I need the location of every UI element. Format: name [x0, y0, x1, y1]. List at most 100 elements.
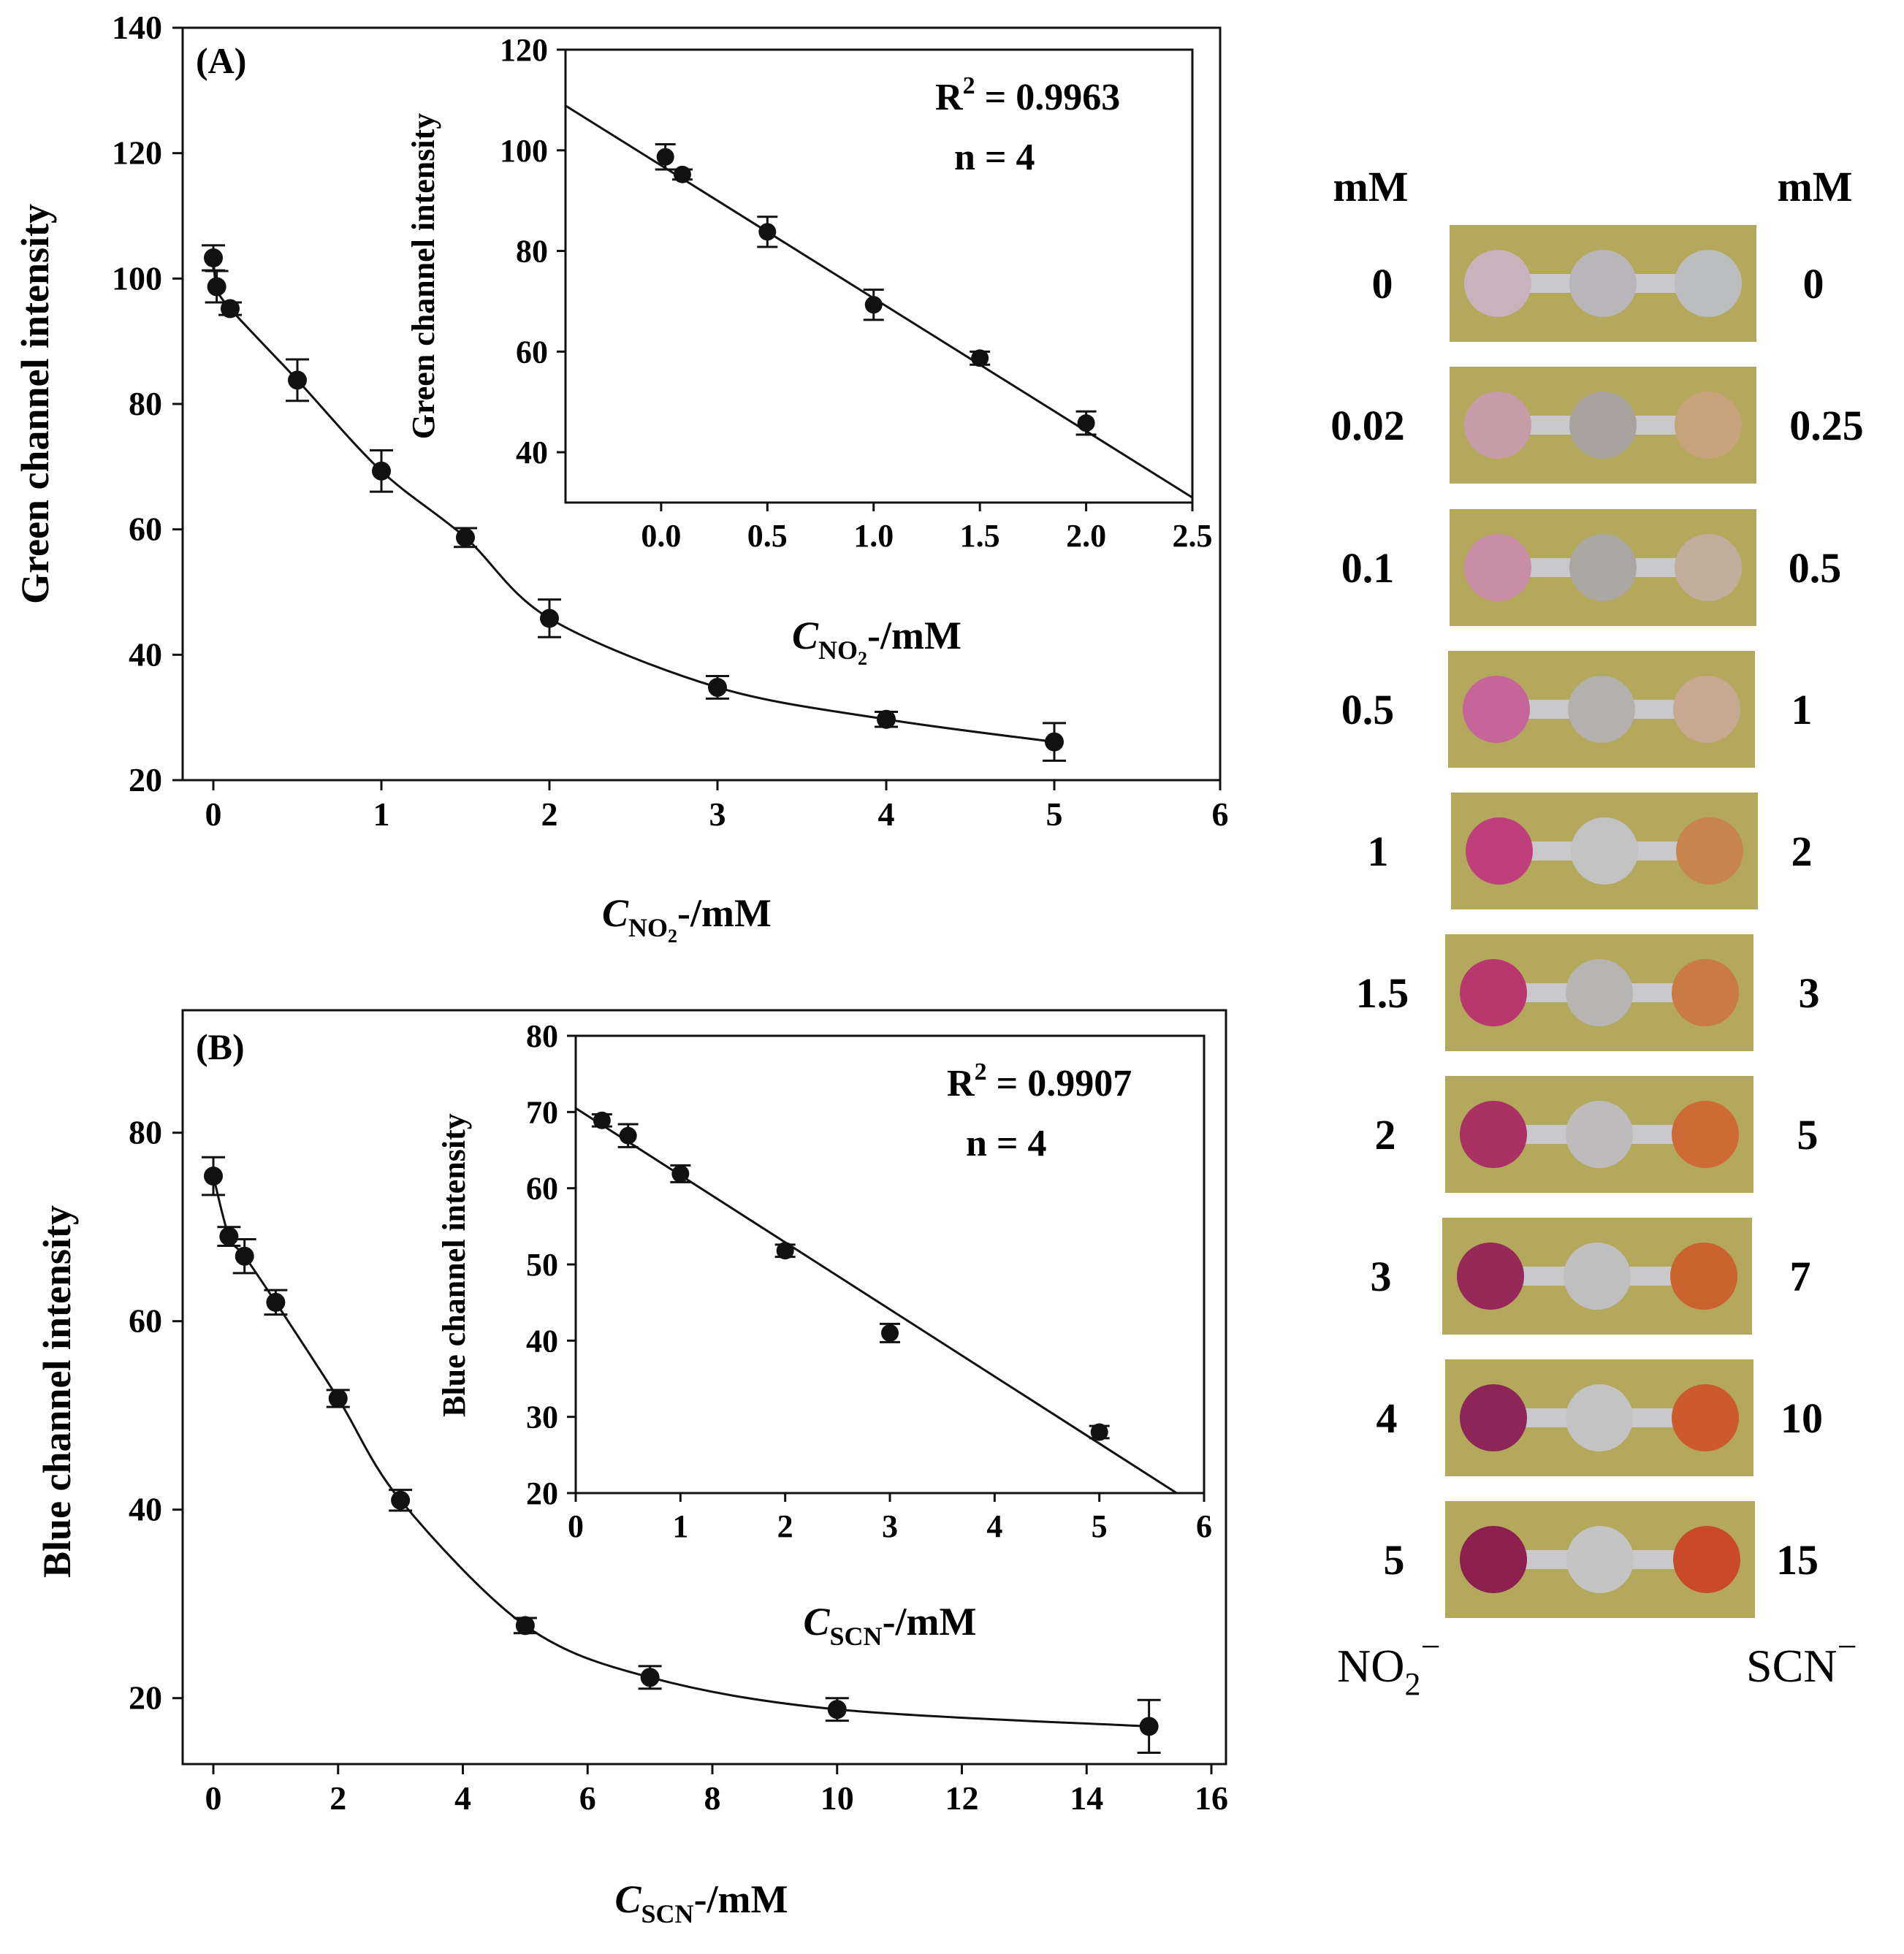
chart-a-inset-r2: R2 = 0.9963: [935, 72, 1120, 118]
strip-no2-concentration: 0.02: [1330, 402, 1405, 449]
strip-row: 4 10: [1376, 1359, 1823, 1476]
chart-b-main-xtick-label: 0: [205, 1779, 222, 1817]
strip-panel: mM mM 0 00.02 0.250.1 0.50.5 11 21.5 32 53 74 105…: [1330, 163, 1864, 1702]
chart-b-main-data-point: [266, 1292, 286, 1312]
chart-b-inset-xtick-label: 5: [1092, 1508, 1108, 1544]
strip-no2-detection-spot: [1457, 1243, 1524, 1310]
strip-scn-detection-spot: [1675, 392, 1742, 459]
chart-a-main: 20 40 60 80 100 120 140 0 1 2 3 4 5 6 (A) Green chan…: [13, 9, 1229, 947]
strip-left-ion-sup: −: [1420, 1627, 1440, 1666]
chart-b-main-xtick-label: 16: [1195, 1779, 1228, 1817]
chart-b-inset-ytick-label: 60: [526, 1171, 558, 1207]
chart-b-inset-xticks: 0 1 2 3 4 5 6: [568, 1493, 1212, 1544]
strip-no2-detection-spot: [1466, 817, 1533, 885]
chart-b-inset-n: n = 4: [966, 1123, 1047, 1164]
chart-b-main-data-point: [328, 1389, 348, 1408]
strip-left-unit: mM: [1333, 163, 1408, 210]
chart-b-inset-r2-sup: 2: [975, 1058, 987, 1085]
chart-a-main-data-point: [221, 299, 240, 318]
strip-left-ion-sub: 2: [1404, 1666, 1420, 1702]
chart-b-main-ytick-label: 20: [129, 1679, 162, 1717]
chart-a-inset-ytick-label: 40: [516, 435, 548, 470]
chart-a-main-data-point: [207, 277, 226, 297]
chart-a-main-ytick-label: 120: [112, 134, 162, 172]
chart-a-xlabel-suffix: -/mM: [677, 891, 772, 935]
strip-center-spot: [1566, 1101, 1633, 1168]
chart-b-xlabel-c: C: [615, 1877, 642, 1921]
chart-a-main-xtick-label: 5: [1046, 795, 1063, 833]
chart-a-inset-n: n = 4: [954, 137, 1035, 178]
chart-a-main-xtick-label: 0: [205, 795, 222, 833]
strip-right-unit: mM: [1777, 163, 1852, 210]
chart-b-inset-data-point: [671, 1164, 690, 1183]
chart-a-inset-xtick-label: 0.5: [747, 518, 788, 554]
strip-scn-detection-spot: [1672, 1384, 1739, 1451]
chart-b-ylabel: Blue channel intensity: [35, 1205, 79, 1578]
strip-scn-concentration: 3: [1799, 969, 1820, 1017]
chart-a-main-xtick-label: 3: [709, 795, 726, 833]
chart-a-main-points: [202, 244, 1066, 762]
chart-b-inset-xlabel-sub: SCN: [830, 1622, 883, 1651]
strip-no2-detection-spot: [1464, 534, 1531, 601]
chart-a-inset-data-point: [673, 165, 691, 183]
strip-row: 0.1 0.5: [1341, 509, 1842, 626]
chart-b-inset-xlabel-c: C: [804, 1600, 831, 1644]
chart-a-main-ytick-label: 40: [129, 636, 162, 673]
chart-b-inset-xtick-label: 0: [568, 1508, 584, 1544]
strip-no2-concentration: 1: [1368, 828, 1389, 875]
chart-a-main-xtick-label: 1: [373, 795, 390, 833]
strip-no2-concentration: 0.1: [1341, 544, 1395, 592]
strip-scn-concentration: 2: [1791, 828, 1813, 875]
chart-a-inset-data-point: [758, 223, 777, 241]
chart-a-inset-ytick-label: 80: [516, 234, 548, 270]
chart-a-inset-r2-value: = 0.9963: [975, 77, 1121, 118]
chart-b-main-data-point: [515, 1616, 535, 1636]
chart-a-inset-data-point: [656, 148, 674, 166]
chart-b-inset-data-point: [593, 1111, 611, 1129]
strip-list: 0 00.02 0.250.1 0.50.5 11 21.5 32 53 74 105 15: [1330, 225, 1864, 1618]
chart-b-main-data-point: [235, 1246, 254, 1266]
chart-b-main-data-point: [219, 1226, 239, 1246]
strip-no2-detection-spot: [1464, 250, 1531, 317]
chart-b-inset-ytick-label: 40: [526, 1323, 558, 1359]
chart-b-main-points: [202, 1156, 1161, 1755]
chart-b-xlabel-suffix: -/mM: [694, 1877, 788, 1921]
chart-b-inset-yticks: 20 30 40 50 60 70 80: [526, 1018, 576, 1511]
strip-scn-concentration: 0.5: [1789, 544, 1842, 592]
strip-center-spot: [1571, 817, 1638, 885]
chart-b-main-xtick-label: 14: [1070, 1779, 1103, 1817]
chart-b-inset-r2: R2 = 0.9907: [947, 1058, 1132, 1104]
chart-b-main-xtick-label: 12: [945, 1779, 979, 1817]
chart-b-inset-xtick-label: 4: [986, 1508, 1002, 1544]
chart-a-xlabel: CNO2-/mM: [602, 891, 772, 947]
chart-a-inset-points: [655, 143, 1097, 436]
chart-a-inset-xlabel-c: C: [792, 614, 819, 657]
strip-center-spot: [1566, 1526, 1634, 1593]
strip-scn-detection-spot: [1676, 817, 1743, 885]
strip-scn-concentration: 15: [1776, 1536, 1819, 1584]
chart-a-inset-xticks: 0.0 0.5 1.0 1.5 2.0 2.5: [641, 503, 1213, 554]
chart-b-inset-xtick-label: 3: [882, 1508, 898, 1544]
strip-row: 5 15: [1384, 1501, 1819, 1618]
chart-b-main-xtick-label: 4: [454, 1779, 471, 1817]
chart-a-inset-ytick-label: 120: [500, 32, 548, 68]
strip-no2-detection-spot: [1463, 676, 1530, 743]
chart-a-main-xtick-label: 2: [541, 795, 558, 833]
chart-b-xlabel-sub: SCN: [641, 1899, 694, 1928]
chart-a-main-xtick-label: 4: [878, 795, 895, 833]
chart-a-inset: 40 60 80 100 120 0.0 0.5 1.0 1.5 2.0 2.5 Green ch…: [405, 32, 1213, 669]
strip-scn-concentration: 1: [1791, 686, 1813, 733]
chart-a-inset-xtick-label: 1.0: [853, 518, 894, 554]
strip-no2-concentration: 0: [1372, 260, 1393, 308]
strip-center-spot: [1566, 959, 1633, 1026]
strip-scn-concentration: 5: [1797, 1111, 1819, 1159]
chart-b-inset-r2-value: = 0.9907: [987, 1063, 1132, 1104]
strip-no2-concentration: 1.5: [1356, 969, 1409, 1017]
chart-b-inset-ytick-label: 20: [526, 1476, 558, 1511]
chart-a-inset-ylabel: Green channel intensity: [405, 113, 441, 440]
chart-b-main-data-point: [391, 1490, 411, 1510]
chart-b-main-ytick-label: 60: [129, 1302, 162, 1340]
